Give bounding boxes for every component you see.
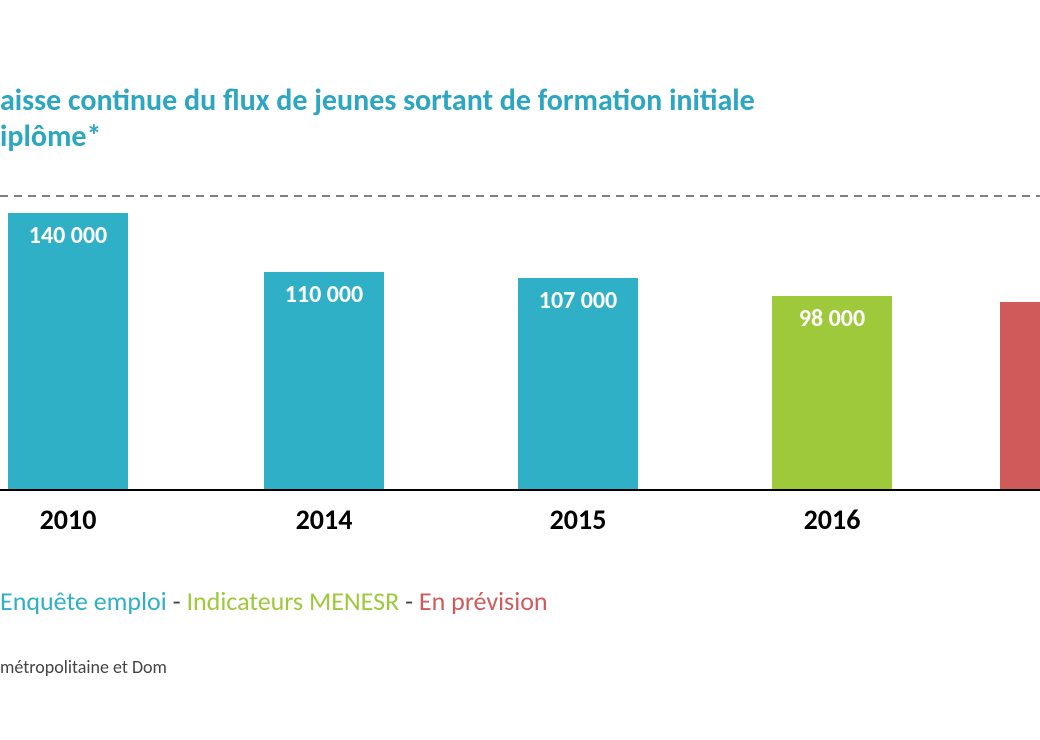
bar-value-label: 110 000 bbox=[264, 280, 384, 309]
chart-title-line1: aisse continue du flux de jeunes sortant… bbox=[0, 82, 755, 119]
footnote: métropolitaine et Dom bbox=[0, 656, 167, 678]
reference-dashed-line bbox=[0, 195, 1040, 197]
legend-separator: - bbox=[399, 585, 419, 617]
x-label-2014: 2014 bbox=[296, 502, 353, 537]
bar-2016: 98 000 bbox=[772, 296, 892, 489]
legend-item: Enquête emploi bbox=[0, 585, 167, 617]
legend-separator: - bbox=[167, 585, 187, 617]
bar-idx4 bbox=[1000, 302, 1040, 489]
plot-area: 140 000 110 000 107 000 98 000 bbox=[0, 195, 1040, 491]
bar-value-label: 98 000 bbox=[772, 304, 892, 333]
bar-chart: aisse continue du flux de jeunes sortant… bbox=[0, 0, 1040, 740]
legend: Enquête emploi - Indicateurs MENESR - En… bbox=[0, 585, 548, 617]
bar-2015: 107 000 bbox=[518, 278, 638, 489]
legend-item: En prévision bbox=[419, 585, 548, 617]
bar-2014: 110 000 bbox=[264, 272, 384, 489]
x-label-2016: 2016 bbox=[804, 502, 861, 537]
chart-title-line2: iplôme* bbox=[0, 118, 101, 155]
bar-value-label: 140 000 bbox=[8, 221, 128, 250]
x-label-2010: 2010 bbox=[40, 502, 97, 537]
bar-2010: 140 000 bbox=[8, 213, 128, 489]
legend-item: Indicateurs MENESR bbox=[186, 585, 399, 617]
bar-value-label: 107 000 bbox=[518, 286, 638, 315]
x-label-2015: 2015 bbox=[550, 502, 607, 537]
